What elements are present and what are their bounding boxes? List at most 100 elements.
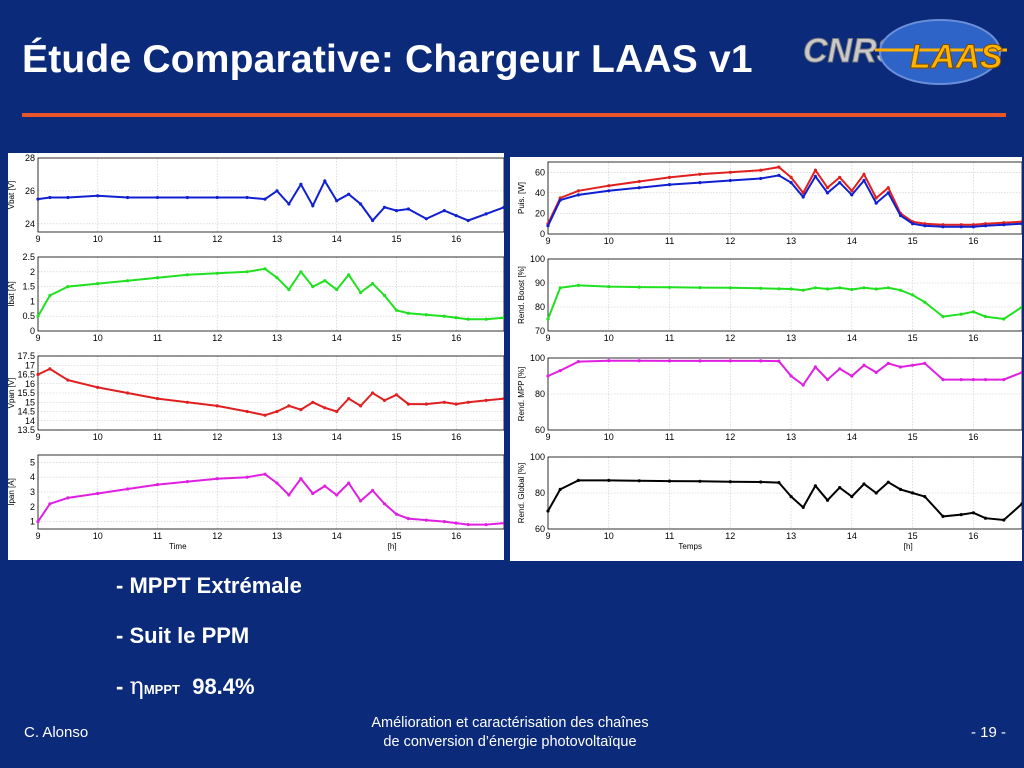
data-point bbox=[637, 479, 641, 483]
x-tick-label: 14 bbox=[332, 333, 342, 343]
data-point bbox=[637, 186, 641, 190]
x-tick-label: 14 bbox=[332, 234, 342, 244]
data-point bbox=[813, 174, 817, 178]
x-tick-label: 13 bbox=[786, 236, 796, 246]
y-tick-label: 16 bbox=[25, 379, 35, 389]
data-point bbox=[287, 202, 291, 206]
data-point bbox=[825, 498, 830, 502]
data-point bbox=[667, 359, 672, 363]
data-point bbox=[959, 225, 963, 229]
data-point bbox=[789, 374, 793, 378]
data-point bbox=[728, 178, 732, 183]
data-point bbox=[36, 372, 40, 377]
data-point bbox=[359, 290, 363, 295]
data-point bbox=[759, 359, 763, 363]
data-point bbox=[347, 192, 351, 196]
data-point bbox=[576, 478, 580, 482]
data-point bbox=[96, 194, 100, 198]
data-point bbox=[898, 487, 903, 491]
data-point bbox=[323, 279, 327, 283]
data-point bbox=[466, 218, 470, 223]
x-tick-label: 9 bbox=[35, 234, 40, 244]
data-point bbox=[728, 170, 732, 174]
data-point bbox=[838, 175, 842, 179]
data-point bbox=[959, 378, 963, 382]
data-point bbox=[185, 273, 189, 277]
x-tick-label: 10 bbox=[604, 531, 614, 541]
data-point bbox=[607, 478, 611, 482]
data-point bbox=[698, 286, 702, 290]
data-point bbox=[911, 293, 915, 297]
data-point bbox=[126, 279, 130, 283]
y-tick-label: 17.5 bbox=[17, 351, 35, 361]
data-point bbox=[971, 225, 975, 229]
y-axis-label: Vbat [V] bbox=[8, 181, 16, 209]
data-point bbox=[838, 486, 842, 490]
data-point bbox=[637, 285, 641, 289]
y-tick-label: 5 bbox=[30, 457, 35, 467]
data-point bbox=[923, 361, 927, 365]
data-point bbox=[66, 285, 70, 289]
data-point bbox=[442, 520, 446, 524]
data-point bbox=[406, 207, 410, 211]
chart-5: 9 10 11 12 13 14 15 16 70 80 90 100 Rend. Boost [%] bbox=[517, 254, 1024, 343]
data-point bbox=[263, 267, 267, 271]
data-point bbox=[759, 168, 763, 172]
data-point bbox=[667, 175, 672, 179]
page-number: - 19 - bbox=[970, 724, 1006, 741]
x-tick-label: 12 bbox=[725, 432, 735, 442]
data-point bbox=[299, 182, 303, 186]
data-point bbox=[838, 181, 842, 185]
x-tick-label: 14 bbox=[847, 432, 857, 442]
data-point bbox=[728, 480, 732, 484]
data-point bbox=[245, 409, 249, 414]
data-point bbox=[576, 193, 580, 197]
series-line bbox=[547, 479, 1023, 522]
data-point bbox=[484, 317, 488, 321]
data-point bbox=[813, 365, 817, 369]
data-point bbox=[394, 393, 399, 397]
x-tick-label: 15 bbox=[908, 432, 918, 442]
data-point bbox=[862, 363, 866, 367]
data-point bbox=[394, 209, 399, 213]
x-tick-label: 10 bbox=[93, 234, 103, 244]
data-point bbox=[323, 484, 327, 488]
data-point bbox=[155, 276, 160, 280]
data-point bbox=[359, 499, 363, 503]
data-point bbox=[263, 472, 267, 476]
x-tick-label: 13 bbox=[272, 432, 282, 442]
data-point bbox=[911, 491, 915, 495]
data-point bbox=[801, 383, 805, 387]
x-tick-label: 11 bbox=[665, 531, 674, 541]
chart-0: 9 10 11 12 13 14 15 16 24 26 28 Vbat [V] bbox=[7, 153, 506, 244]
data-point bbox=[607, 189, 611, 193]
y-axis-label: Rend. Boost [%] bbox=[517, 266, 526, 324]
data-point bbox=[576, 189, 580, 193]
data-point bbox=[371, 391, 375, 395]
data-point bbox=[862, 286, 866, 290]
data-point bbox=[911, 363, 915, 367]
x-tick-label: 10 bbox=[604, 432, 614, 442]
data-point bbox=[299, 270, 303, 274]
data-point bbox=[287, 288, 291, 292]
data-point bbox=[287, 404, 291, 408]
data-point bbox=[825, 287, 830, 291]
data-point bbox=[371, 488, 375, 493]
x-tick-label: 16 bbox=[968, 333, 978, 343]
data-point bbox=[886, 480, 890, 484]
x-tick-label: 12 bbox=[212, 234, 222, 244]
data-point bbox=[959, 513, 963, 517]
data-point bbox=[155, 397, 160, 401]
data-point bbox=[275, 409, 279, 414]
data-point bbox=[941, 514, 945, 518]
y-tick-label: 2 bbox=[30, 267, 35, 277]
data-point bbox=[971, 310, 975, 314]
data-point bbox=[466, 400, 470, 404]
chart-6: 9 10 11 12 13 14 15 16 60 80 100 Rend. MPP [%] bbox=[517, 353, 1024, 442]
data-point bbox=[215, 477, 219, 481]
data-point bbox=[311, 400, 315, 404]
data-point bbox=[862, 172, 866, 176]
y-tick-label: 2.5 bbox=[22, 252, 35, 262]
data-point bbox=[96, 282, 100, 286]
mppt-efficiency: 98.4% bbox=[192, 674, 255, 699]
